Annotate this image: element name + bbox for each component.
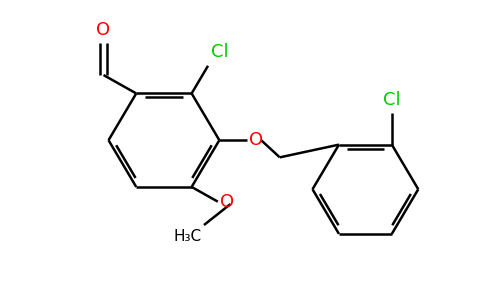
Text: H₃C: H₃C (173, 229, 201, 244)
Text: O: O (249, 131, 263, 149)
Text: O: O (220, 193, 234, 211)
Text: Cl: Cl (383, 91, 401, 109)
Text: Cl: Cl (211, 43, 228, 61)
Text: O: O (96, 21, 110, 39)
